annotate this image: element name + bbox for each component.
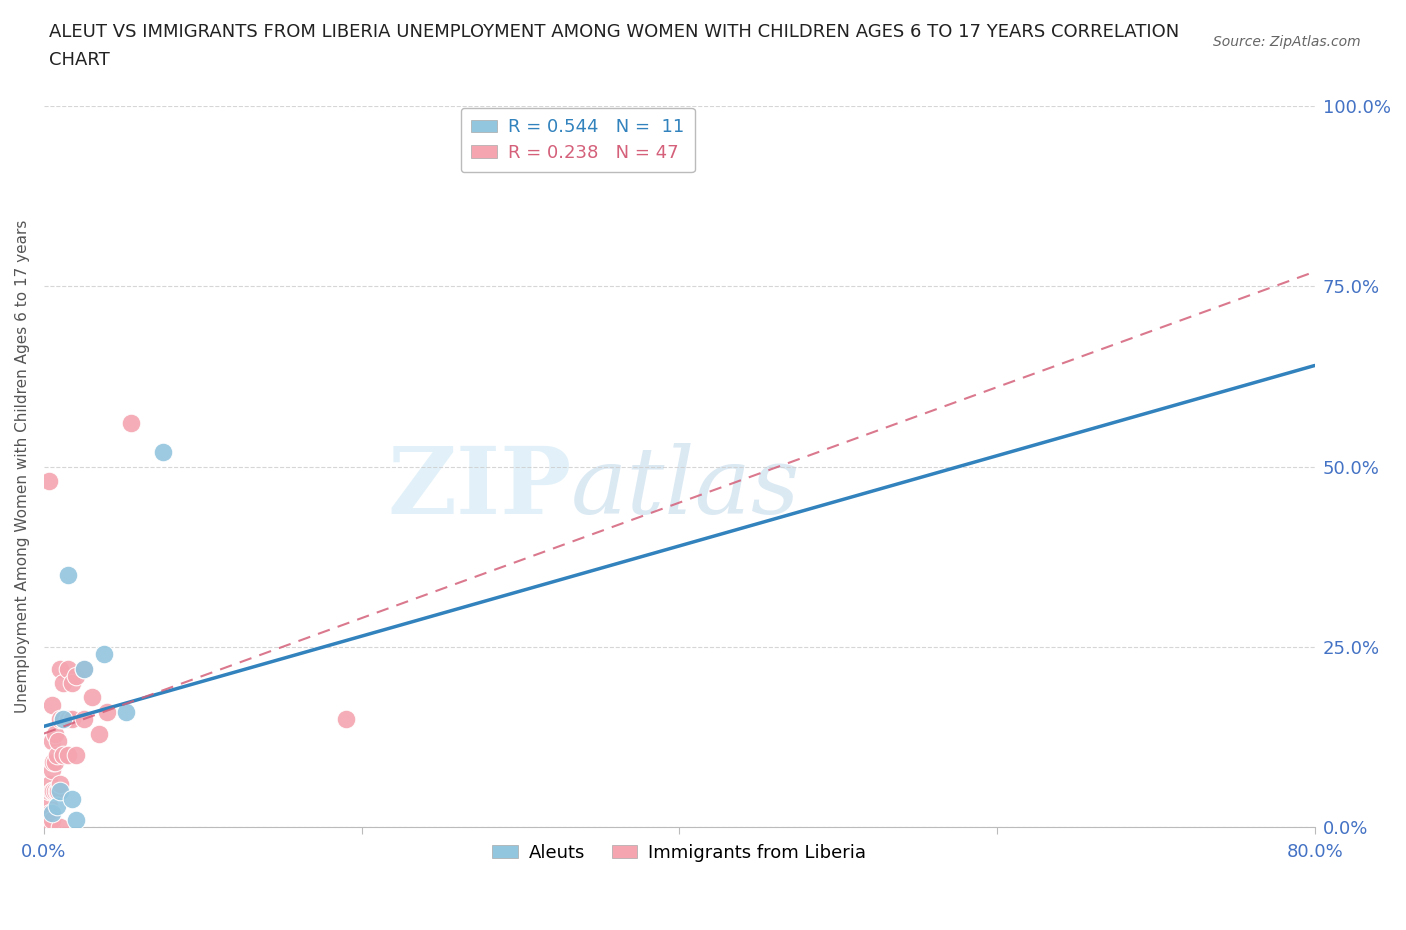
Point	[41, 784, 63, 799]
Point	[49, 820, 72, 835]
Point	[65, 813, 87, 828]
Point	[41, 734, 63, 749]
Point	[49, 784, 72, 799]
Text: ALEUT VS IMMIGRANTS FROM LIBERIA UNEMPLOYMENT AMONG WOMEN WITH CHILDREN AGES 6 T: ALEUT VS IMMIGRANTS FROM LIBERIA UNEMPLO…	[49, 23, 1180, 41]
Point	[39, 777, 62, 791]
Point	[56, 661, 79, 676]
Text: atlas: atlas	[571, 444, 801, 533]
Point	[120, 416, 142, 431]
Point	[62, 791, 84, 806]
Point	[41, 813, 63, 828]
Text: ZIP: ZIP	[387, 444, 571, 533]
Point	[49, 777, 72, 791]
Point	[39, 805, 62, 820]
Point	[52, 711, 75, 726]
Point	[39, 820, 62, 835]
Point	[49, 661, 72, 676]
Point	[46, 734, 69, 749]
Y-axis label: Unemployment Among Women with Children Ages 6 to 17 years: Unemployment Among Women with Children A…	[15, 219, 30, 713]
Point	[115, 705, 138, 720]
Point	[38, 784, 60, 799]
Text: Source: ZipAtlas.com: Source: ZipAtlas.com	[1213, 35, 1361, 49]
Point	[56, 711, 79, 726]
Point	[42, 755, 65, 770]
Point	[72, 711, 94, 726]
Point	[45, 784, 67, 799]
Point	[45, 798, 67, 813]
Point	[52, 711, 75, 726]
Point	[35, 820, 58, 835]
Point	[35, 813, 58, 828]
Point	[80, 690, 103, 705]
Point	[44, 784, 66, 799]
Point	[35, 805, 58, 820]
Point	[56, 567, 79, 582]
Point	[152, 445, 174, 459]
Point	[41, 698, 63, 712]
Point	[72, 661, 94, 676]
Point	[65, 669, 87, 684]
Point	[96, 705, 118, 720]
Point	[38, 813, 60, 828]
Point	[45, 748, 67, 763]
Point	[56, 748, 79, 763]
Point	[41, 805, 63, 820]
Point	[62, 711, 84, 726]
Point	[38, 798, 60, 813]
Point	[41, 820, 63, 835]
Point	[46, 784, 69, 799]
Legend: Aleuts, Immigrants from Liberia: Aleuts, Immigrants from Liberia	[485, 836, 873, 869]
Point	[44, 726, 66, 741]
Point	[65, 748, 87, 763]
Point	[52, 748, 75, 763]
Point	[44, 755, 66, 770]
Point	[41, 763, 63, 777]
Point	[62, 675, 84, 690]
Point	[52, 675, 75, 690]
Point	[42, 784, 65, 799]
Point	[93, 646, 115, 661]
Point	[89, 726, 111, 741]
Point	[72, 661, 94, 676]
Point	[49, 711, 72, 726]
Point	[335, 711, 357, 726]
Point	[38, 820, 60, 835]
Point	[38, 473, 60, 488]
Text: CHART: CHART	[49, 51, 110, 69]
